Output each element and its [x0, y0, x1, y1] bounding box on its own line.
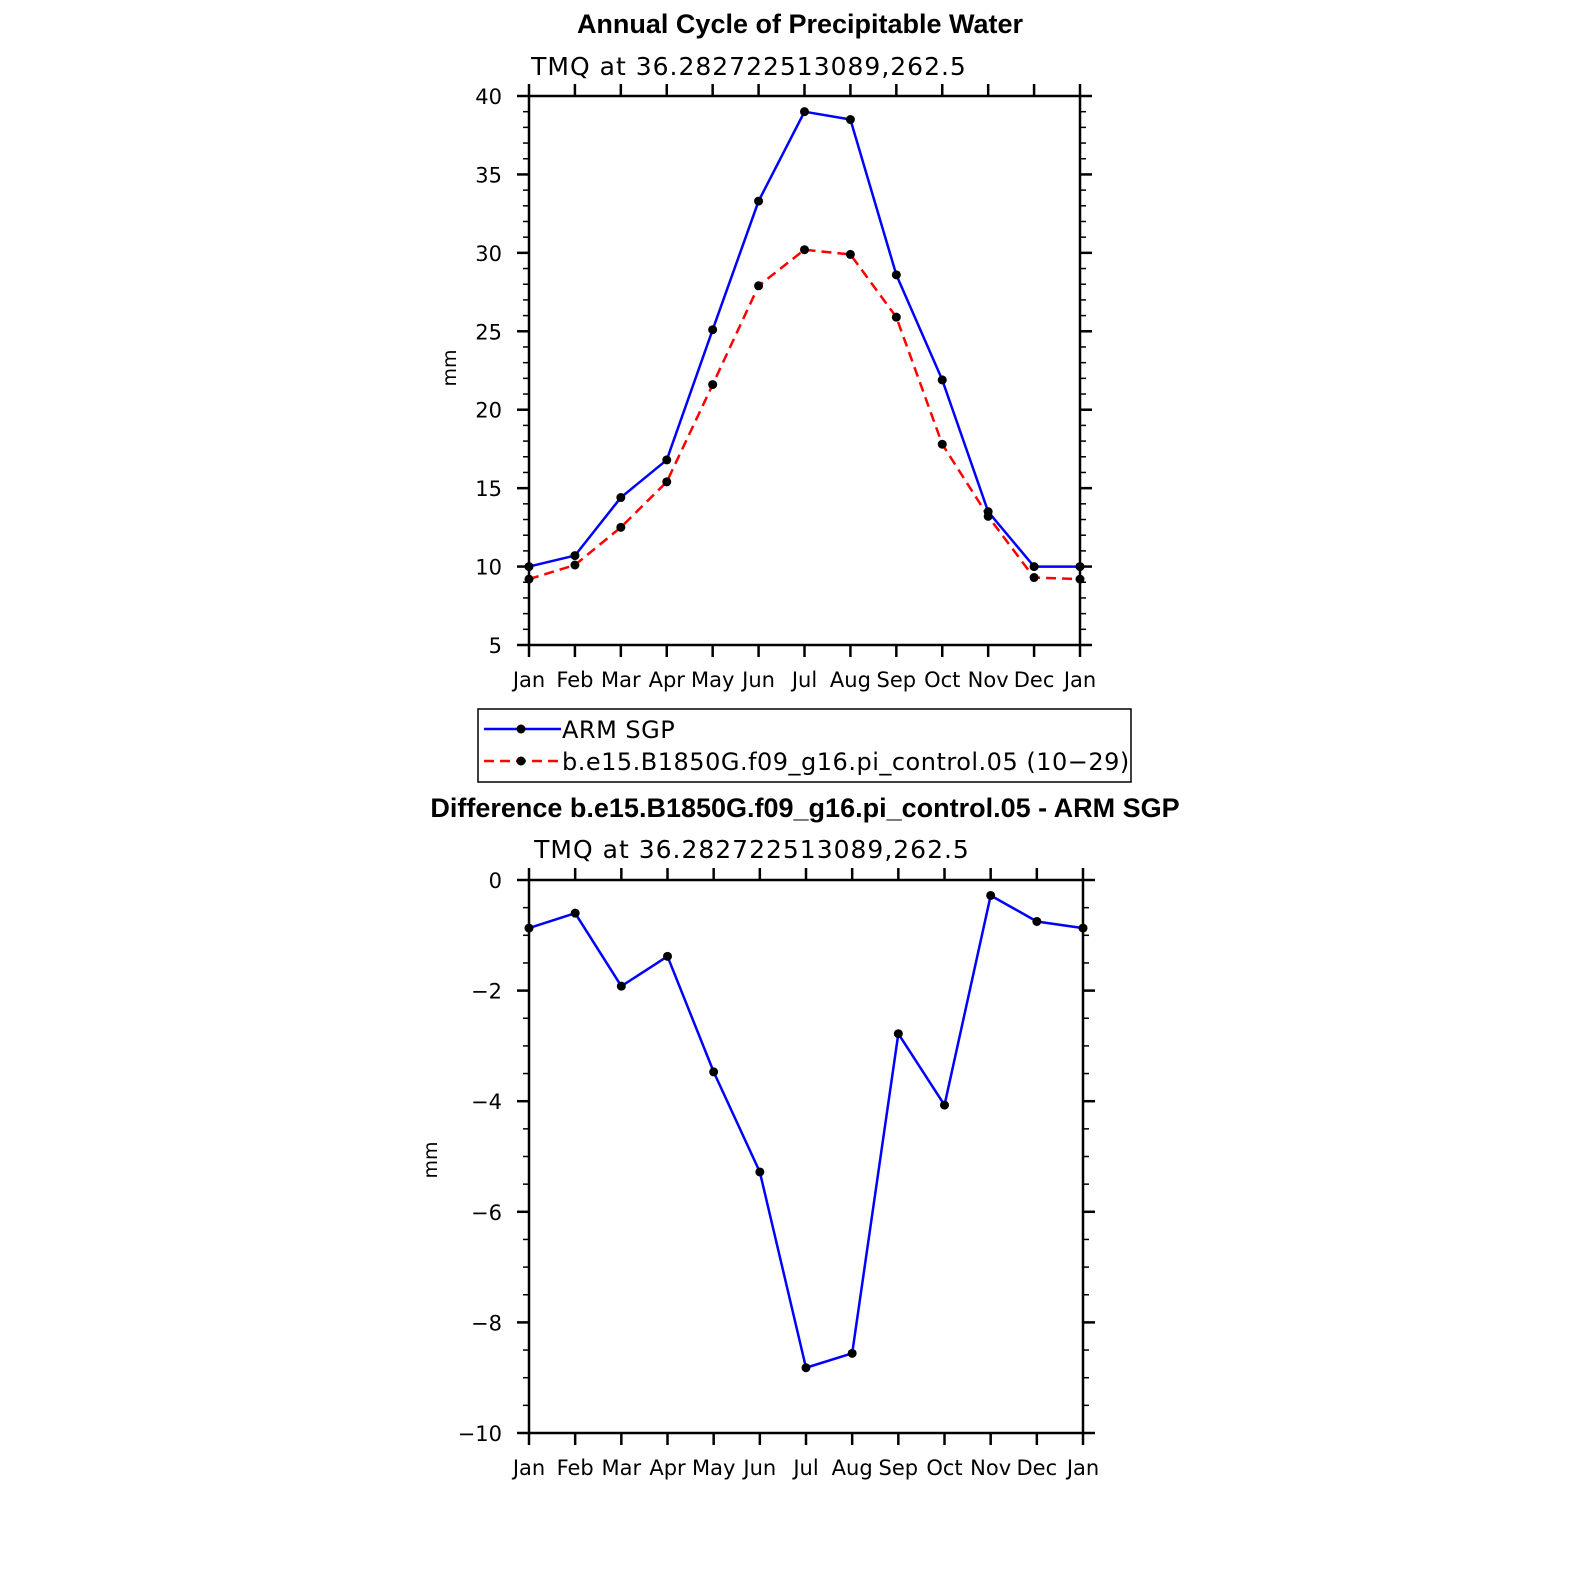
- top-chart-series-0-point: [845, 115, 855, 125]
- bottom-chart-x-tick-label: Jan: [1065, 1456, 1099, 1480]
- top-chart-x-tick-label: Jan: [1062, 668, 1096, 692]
- bottom-chart-y-axis-label: mm: [420, 1141, 442, 1178]
- top-chart-x-tick-label: Apr: [649, 668, 686, 692]
- top-chart-series-1-point: [754, 281, 764, 291]
- top-chart-series-0-point: [754, 196, 764, 206]
- top-chart-x-tick-label: Jan: [511, 668, 545, 692]
- bottom-chart-series-0-point: [986, 890, 996, 900]
- bottom-chart-y-tick-label: 0: [489, 869, 502, 893]
- top-chart-series-1-point: [570, 560, 580, 570]
- bottom-chart-y-tick-label: −6: [471, 1201, 502, 1225]
- top-chart-series-0-point: [662, 455, 672, 465]
- top-chart-subtitle: TMQ at 36.282722513089,262.5: [530, 52, 967, 81]
- bottom-chart-series-0-line: [528, 894, 1084, 1369]
- bottom-chart-x-tick-label: Oct: [926, 1456, 962, 1480]
- top-chart-series-1-point: [937, 439, 947, 449]
- top-chart-series-1-point: [1029, 573, 1039, 583]
- top-chart-series-0-point: [616, 493, 626, 503]
- top-chart-series-0-line: [528, 110, 1080, 568]
- bottom-chart-y-tick-label: −8: [471, 1311, 502, 1335]
- bottom-chart-y-tick-label: −2: [471, 980, 502, 1004]
- top-chart-title: Annual Cycle of Precipitable Water: [577, 9, 1024, 39]
- top-chart-y-tick-label: 20: [475, 399, 502, 423]
- top-chart-y-tick-label: 5: [489, 634, 502, 658]
- bottom-chart-series-0-point: [893, 1029, 903, 1039]
- top-chart-series-0-point: [937, 375, 947, 385]
- legend-label-arm-sgp: ARM SGP: [562, 716, 675, 744]
- bottom-chart-plot: −10 −8 −6 −4 −2 0 Jan Feb Mar Apr May Jun Jul Aug Sep O…: [458, 868, 1099, 1480]
- bottom-chart-x-tick-label: May: [692, 1456, 735, 1480]
- bottom-chart-subtitle: TMQ at 36.282722513089,262.5: [533, 835, 970, 864]
- top-chart-x-tick-label: Oct: [924, 668, 960, 692]
- top-chart-series-1-line: [528, 248, 1081, 581]
- top-chart-y-axis-label: mm: [439, 349, 461, 386]
- bottom-chart-series-0-point: [1032, 916, 1042, 926]
- bottom-chart-series-0-point: [663, 951, 672, 961]
- top-chart-series-1-point: [616, 522, 626, 532]
- top-chart-x-tick-label: Jul: [790, 668, 817, 692]
- top-chart-x-tick-label: Nov: [968, 668, 1009, 692]
- top-chart-series-1-point: [800, 245, 809, 255]
- top-chart-series-1-point: [662, 477, 672, 487]
- top-chart-x-tick-label: May: [691, 668, 734, 692]
- legend-marker-arm-sgp: [516, 724, 526, 734]
- top-chart-series-0-point: [524, 562, 534, 572]
- top-chart-y-tick-label: 40: [475, 85, 502, 109]
- top-chart-series-1-point: [891, 312, 901, 322]
- legend-label-model: b.e15.B1850G.f09_g16.pi_control.05 (10−2…: [562, 748, 1130, 776]
- top-chart-series-1-point: [845, 249, 855, 259]
- top-chart-y-tick-label: 15: [475, 477, 502, 501]
- bottom-chart-x-tick-label: Sep: [879, 1456, 919, 1480]
- top-chart-series-0-point: [800, 107, 809, 117]
- top-chart-series-0-point: [891, 270, 901, 280]
- bottom-chart-series-0-point: [940, 1100, 949, 1110]
- bottom-chart-x-tick-label: Jul: [791, 1456, 818, 1480]
- top-chart-frame: [527, 94, 1082, 647]
- bottom-chart-x-tick-label: Dec: [1017, 1456, 1058, 1480]
- top-chart-x-tick-label: Mar: [601, 668, 641, 692]
- top-chart-series-1-point: [708, 380, 718, 390]
- bottom-chart-x-tick-label: Jan: [511, 1456, 545, 1480]
- bottom-chart-x-tick-label: Nov: [970, 1456, 1011, 1480]
- bottom-chart-x-tick-label: Aug: [832, 1456, 873, 1480]
- bottom-chart-x-tick-label: Feb: [557, 1456, 594, 1480]
- bottom-chart-series-0-point: [1078, 923, 1088, 933]
- bottom-chart-x-tick-label: Mar: [602, 1456, 642, 1480]
- bottom-chart-y-tick-label: −4: [471, 1090, 502, 1114]
- bottom-chart-series-0-point: [524, 923, 534, 933]
- legend-marker-model: [516, 756, 526, 766]
- top-chart-x-tick-label: Feb: [556, 668, 593, 692]
- top-chart-y-tick-label: 10: [475, 556, 502, 580]
- top-chart-plot: 5 10 15 20 25 30 35 40 Jan Feb Mar Apr May Jun Jul Aug S…: [475, 84, 1096, 692]
- bottom-chart-y-tick-label: −10: [458, 1422, 502, 1446]
- top-chart-x-tick-label: Aug: [830, 668, 871, 692]
- bottom-chart-series-0-point: [801, 1363, 811, 1373]
- top-chart-series-1-point: [524, 574, 534, 584]
- top-chart-series-1-point: [1075, 574, 1085, 584]
- bottom-chart-title: Difference b.e15.B1850G.f09_g16.pi_contr…: [430, 793, 1179, 823]
- legend: ARM SGP b.e15.B1850G.f09_g16.pi_control.…: [477, 708, 1132, 783]
- top-chart-x-tick-label: Sep: [877, 668, 917, 692]
- bottom-chart-series-0-point: [570, 908, 580, 918]
- top-chart-series-0-point: [708, 325, 718, 335]
- legend-box: [477, 708, 1132, 783]
- top-chart-series-0-point: [1075, 562, 1085, 572]
- top-chart-series-0-point: [570, 551, 580, 561]
- bottom-chart-frame: [527, 878, 1085, 1435]
- bottom-chart-series-0-point: [847, 1348, 857, 1358]
- top-chart-series-0-point: [1029, 562, 1039, 572]
- top-chart-y-tick-label: 25: [475, 320, 502, 344]
- bottom-chart-series-0-point: [755, 1167, 765, 1177]
- bottom-chart-series-0-point: [709, 1067, 719, 1077]
- top-chart-y-tick-label: 35: [475, 163, 502, 187]
- bottom-chart-series-0-point: [616, 981, 626, 991]
- bottom-chart-x-tick-label: Apr: [649, 1456, 686, 1480]
- top-chart-y-tick-label: 30: [475, 242, 502, 266]
- top-chart-x-tick-label: Dec: [1014, 668, 1055, 692]
- bottom-chart-x-tick-label: Jun: [741, 1456, 776, 1480]
- top-chart-x-tick-label: Jun: [740, 668, 775, 692]
- top-chart-series-1-point: [983, 511, 993, 521]
